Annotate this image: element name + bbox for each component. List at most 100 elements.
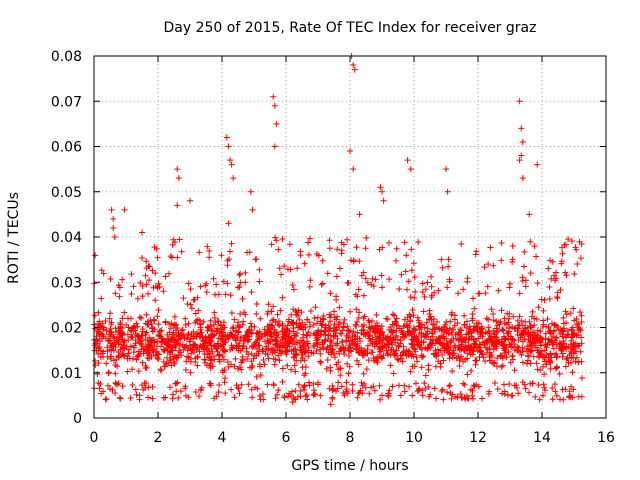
data-point xyxy=(332,354,339,361)
data-point xyxy=(175,394,182,401)
data-point xyxy=(198,329,205,336)
data-point xyxy=(524,357,531,364)
data-point xyxy=(264,332,271,339)
data-point xyxy=(418,346,425,353)
data-point xyxy=(490,262,497,269)
data-point xyxy=(239,345,246,352)
data-point xyxy=(227,331,234,338)
data-point xyxy=(225,143,232,150)
data-point xyxy=(92,252,99,259)
data-point xyxy=(229,345,236,352)
data-point xyxy=(553,364,560,371)
data-point xyxy=(234,322,241,329)
data-point xyxy=(222,333,229,340)
data-point xyxy=(235,385,242,392)
data-point xyxy=(171,360,178,367)
data-point xyxy=(302,363,309,370)
data-point xyxy=(293,311,300,318)
data-point xyxy=(520,263,527,270)
data-point xyxy=(566,352,573,358)
data-point xyxy=(568,383,575,390)
data-point xyxy=(325,326,332,333)
data-point xyxy=(314,320,321,327)
data-point xyxy=(440,357,447,364)
data-point xyxy=(132,386,139,393)
data-point xyxy=(119,324,126,331)
data-point xyxy=(432,350,439,357)
data-point xyxy=(363,366,370,373)
data-point xyxy=(107,333,114,340)
data-point xyxy=(346,328,353,335)
data-point xyxy=(525,346,532,353)
data-point xyxy=(327,332,334,339)
data-point xyxy=(198,344,205,351)
data-point xyxy=(472,327,479,334)
data-point xyxy=(228,240,235,247)
data-point xyxy=(508,392,515,399)
data-point xyxy=(150,349,157,356)
data-point xyxy=(250,355,257,362)
data-point xyxy=(428,273,435,280)
data-point xyxy=(145,384,152,391)
data-point xyxy=(154,254,161,261)
data-point xyxy=(470,395,477,402)
data-point xyxy=(561,340,568,347)
data-point xyxy=(317,358,324,365)
data-point xyxy=(194,294,201,301)
data-point xyxy=(184,301,191,308)
data-point xyxy=(462,356,469,363)
data-point xyxy=(215,318,222,325)
data-point xyxy=(469,387,476,394)
data-point xyxy=(440,396,447,403)
data-point xyxy=(220,356,227,363)
data-point xyxy=(401,382,408,389)
data-point xyxy=(498,390,505,397)
data-point xyxy=(125,337,132,344)
data-point xyxy=(138,315,145,322)
data-point xyxy=(182,321,189,328)
data-point xyxy=(318,281,325,288)
data-point xyxy=(115,349,122,356)
data-point xyxy=(499,362,506,369)
data-point xyxy=(292,346,299,353)
data-point xyxy=(538,336,545,343)
data-point xyxy=(169,347,176,354)
data-point xyxy=(154,313,161,320)
data-point xyxy=(160,288,167,295)
data-point xyxy=(347,308,354,315)
data-point xyxy=(152,297,159,304)
data-point xyxy=(292,387,299,394)
data-point xyxy=(291,341,298,348)
data-point xyxy=(552,388,559,395)
data-point xyxy=(486,349,493,356)
data-point xyxy=(482,344,489,351)
data-point xyxy=(526,211,533,218)
data-point xyxy=(518,125,525,132)
data-point xyxy=(177,349,184,356)
data-point xyxy=(143,258,150,265)
data-point xyxy=(449,368,456,375)
data-point xyxy=(534,327,541,334)
data-point xyxy=(360,269,367,276)
data-point xyxy=(449,349,456,356)
data-point xyxy=(356,349,363,356)
data-point xyxy=(574,261,581,268)
data-point xyxy=(133,391,140,398)
data-point xyxy=(206,354,213,361)
data-point xyxy=(427,340,434,347)
data-point xyxy=(343,386,350,393)
data-point xyxy=(302,393,309,400)
data-point xyxy=(248,386,255,393)
data-point xyxy=(570,305,577,312)
data-point xyxy=(299,349,306,356)
data-point xyxy=(173,380,180,387)
data-point xyxy=(282,344,289,351)
data-point xyxy=(439,264,446,271)
data-point xyxy=(204,243,211,250)
data-point xyxy=(540,363,547,370)
data-point xyxy=(422,372,429,379)
data-point xyxy=(401,239,408,246)
data-point xyxy=(358,379,365,386)
data-point xyxy=(419,289,426,296)
data-point xyxy=(370,357,377,364)
